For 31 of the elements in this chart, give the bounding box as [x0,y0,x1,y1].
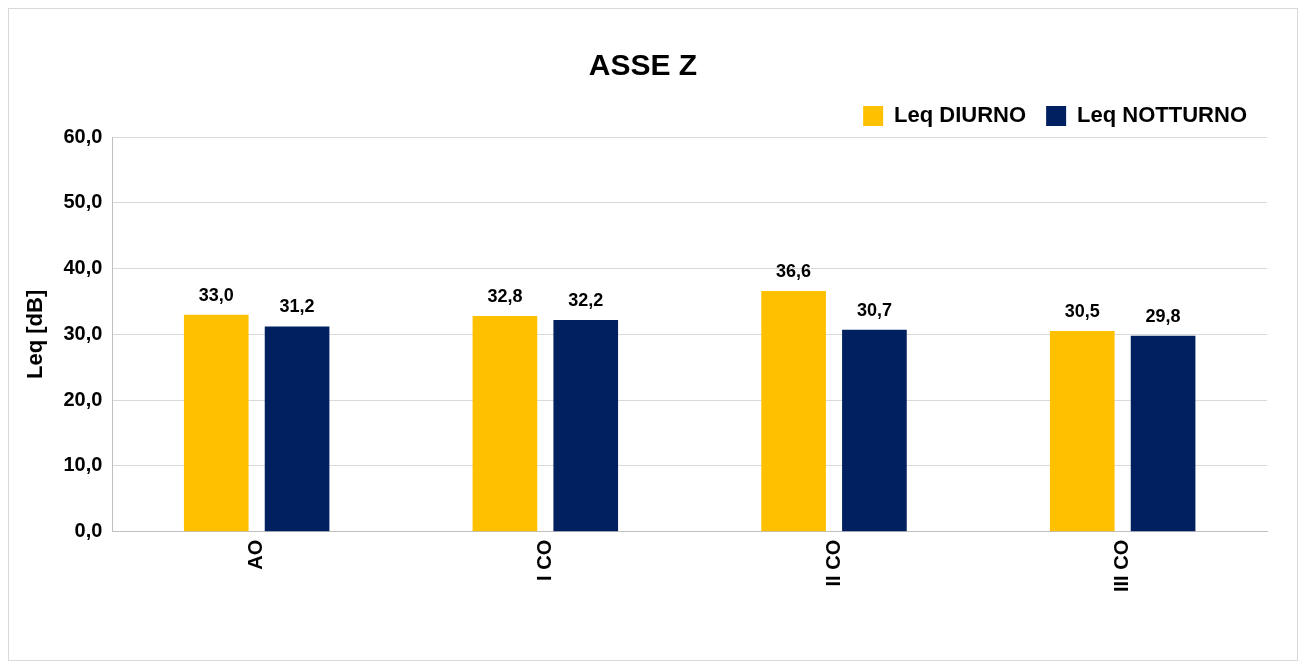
bar [1049,331,1115,532]
data-label: 30,5 [1064,301,1100,322]
data-label: 31,2 [279,296,315,317]
y-tick-label: 40,0 [63,256,103,279]
legend-label: Leq DIURNO [894,102,1027,128]
x-tick-label: AO [244,539,267,570]
y-axis-title: Leq [dB] [22,289,48,379]
y-tick-label: 10,0 [63,453,103,476]
data-label: 32,2 [568,289,604,310]
bar [264,326,330,532]
y-tick-label: 0,0 [74,519,103,542]
x-tick-label: III CO [1110,539,1133,593]
data-label: 32,8 [487,285,523,306]
y-tick-label: 20,0 [63,387,103,410]
y-tick-label: 50,0 [63,190,103,213]
data-label: 33,0 [198,284,234,305]
data-label: 36,6 [776,260,812,281]
bar [842,329,907,532]
data-label: 29,8 [1145,305,1181,326]
y-tick-label: 30,0 [63,321,103,344]
y-tick-label: 60,0 [63,124,103,147]
bar [1130,335,1196,532]
bar [183,314,249,532]
data-label: 30,7 [856,299,892,320]
bar [472,315,538,532]
legend-label: Leq NOTTURNO [1077,102,1248,128]
bar [761,290,826,532]
chart-title: ASSE Z [588,48,698,82]
x-tick-label: II CO [821,539,844,587]
x-tick-label: I CO [532,539,555,581]
bar [553,319,619,532]
